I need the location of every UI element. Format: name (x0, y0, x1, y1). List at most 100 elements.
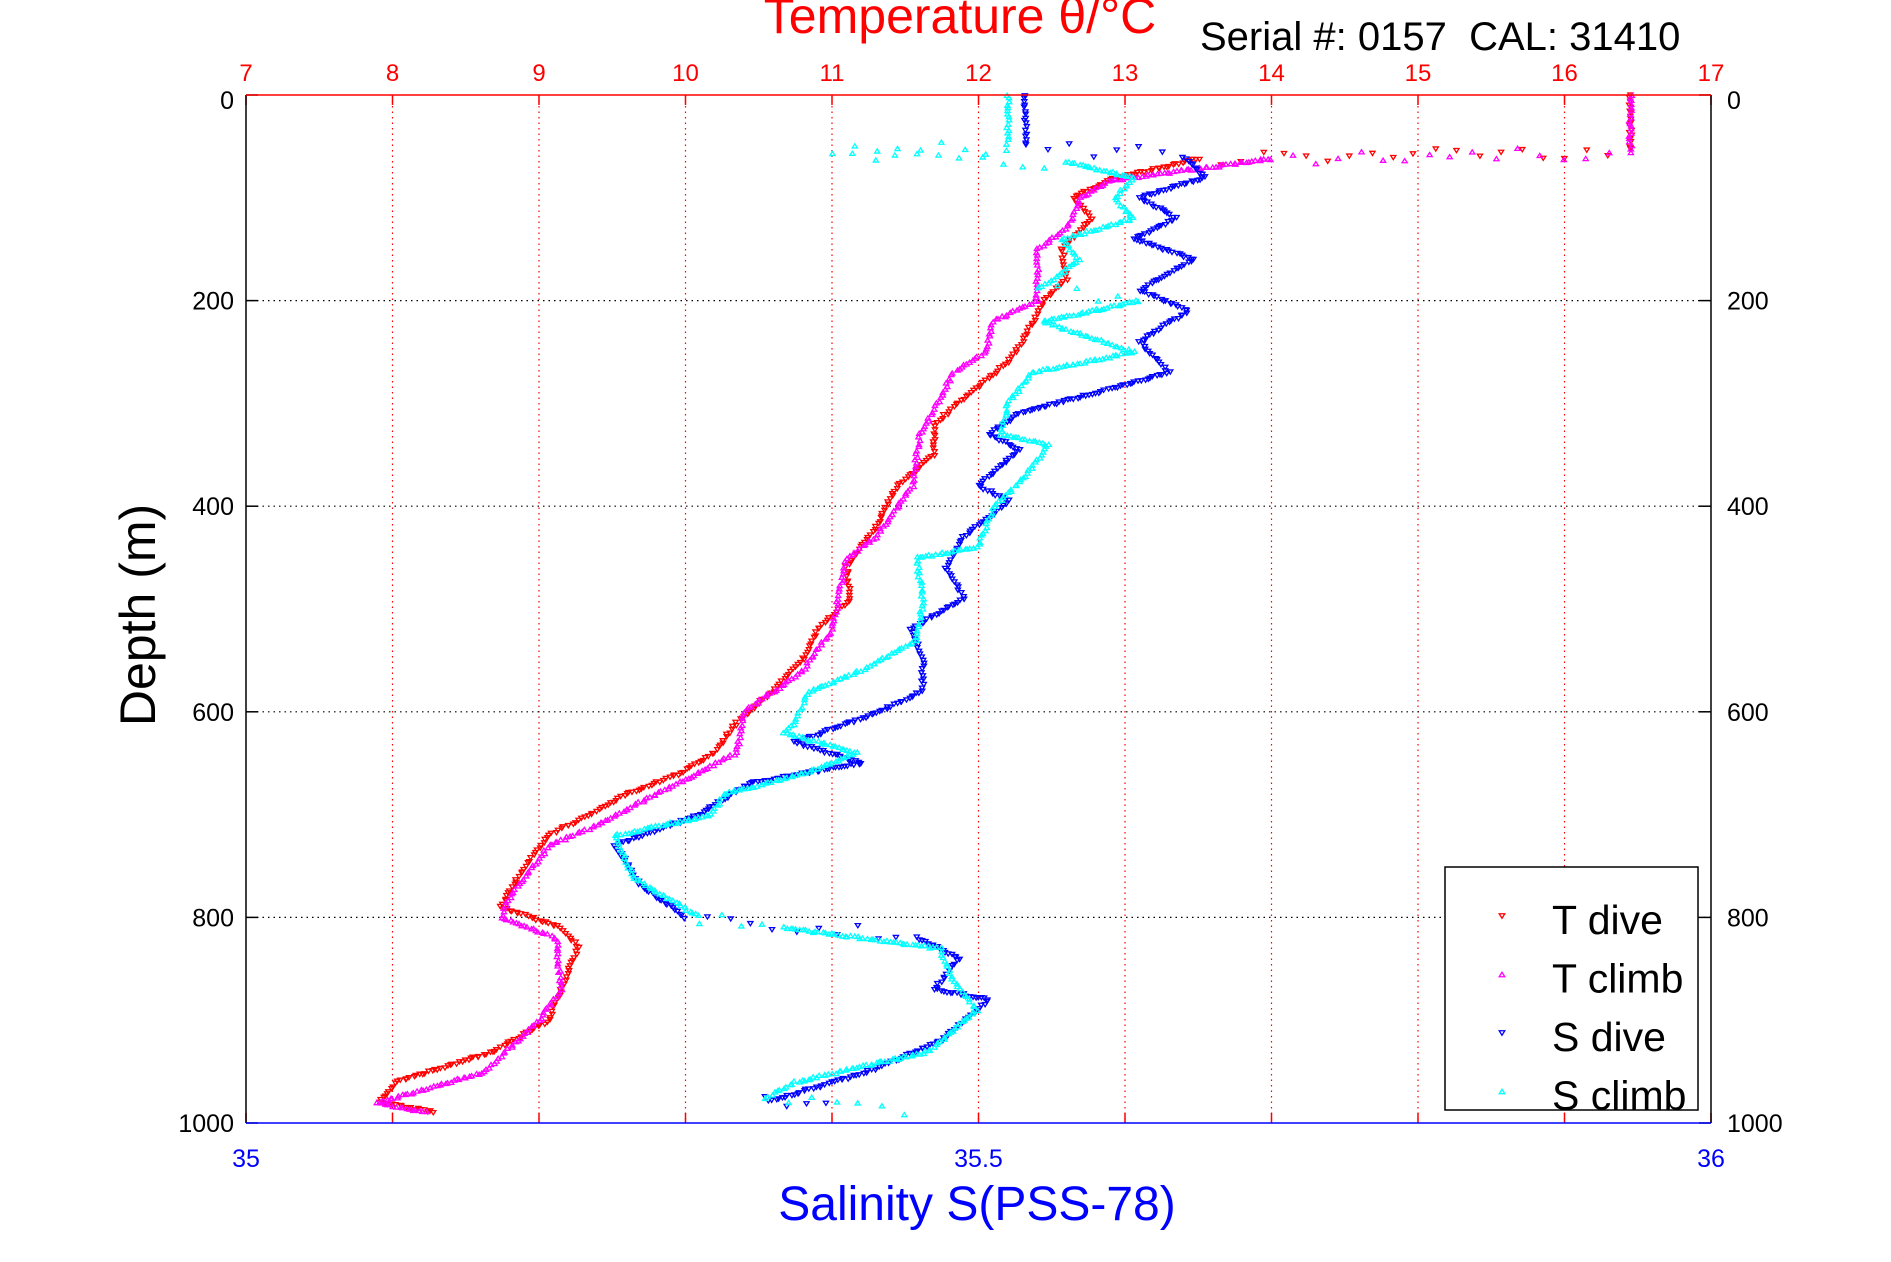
data-point (1109, 352, 1117, 359)
data-point (406, 1105, 414, 1112)
data-point (1040, 242, 1048, 249)
data-point (788, 1092, 796, 1099)
data-point (1082, 309, 1091, 316)
data-point (517, 911, 525, 918)
data-point (809, 736, 818, 743)
data-point (674, 772, 683, 779)
data-point (989, 318, 998, 325)
data-point (878, 1102, 886, 1109)
data-point (912, 934, 921, 941)
data-point (1080, 221, 1089, 228)
data-point (1090, 164, 1098, 171)
data-point (1120, 216, 1128, 223)
data-point (1129, 214, 1137, 221)
data-point (508, 1043, 516, 1050)
data-point (1004, 488, 1013, 495)
data-point (469, 1054, 477, 1061)
data-point (1020, 98, 1029, 105)
data-point (790, 1077, 798, 1084)
data-point (1088, 306, 1096, 313)
data-point (669, 896, 677, 904)
data-point (447, 1078, 455, 1086)
data-point (660, 786, 669, 793)
data-point (620, 854, 629, 861)
data-point (829, 679, 837, 686)
data-point (586, 826, 594, 833)
data-point (601, 816, 610, 823)
data-point (1154, 327, 1163, 334)
data-point (953, 957, 961, 964)
data-point (1161, 221, 1170, 229)
data-point (1409, 151, 1417, 158)
data-point (1016, 478, 1024, 485)
data-point (818, 621, 826, 628)
data-point (650, 829, 659, 836)
data-point (541, 1021, 549, 1028)
data-point (1047, 315, 1056, 322)
legend-marker-icon (1498, 1088, 1506, 1095)
data-point (509, 918, 517, 925)
data-point (715, 758, 723, 765)
data-point (1042, 239, 1050, 246)
data-point (825, 1080, 833, 1087)
data-point (809, 733, 817, 740)
data-point (1076, 394, 1084, 401)
data-point (837, 755, 845, 762)
data-point (910, 637, 918, 644)
data-point (1289, 151, 1297, 158)
data-point (504, 890, 512, 897)
data-point (913, 553, 922, 560)
depth-tick-label-left: 1000 (178, 1110, 234, 1138)
data-point (792, 771, 801, 778)
data-point (502, 892, 511, 899)
data-point (1627, 106, 1636, 113)
data-point (1168, 249, 1176, 256)
data-point (1044, 441, 1053, 448)
data-point (1079, 161, 1087, 168)
data-point (814, 732, 822, 739)
data-point (1445, 153, 1454, 160)
data-point (798, 1076, 807, 1083)
data-point (655, 890, 664, 897)
data-point (1045, 236, 1054, 243)
data-point (1159, 187, 1168, 194)
data-point (1068, 261, 1076, 268)
data-point (553, 953, 561, 960)
data-point (556, 836, 565, 843)
data-point (932, 612, 941, 619)
data-point (746, 920, 755, 927)
data-point (918, 428, 927, 435)
data-point (1113, 343, 1122, 350)
data-point (522, 872, 530, 879)
data-point (916, 146, 925, 153)
data-point (610, 812, 619, 819)
data-point (930, 405, 939, 412)
data-point (999, 160, 1008, 167)
data-point (643, 824, 652, 831)
data-point (1058, 248, 1066, 255)
data-point (899, 495, 908, 502)
data-point (800, 1088, 809, 1095)
data-point (525, 859, 534, 866)
data-point (1028, 464, 1036, 471)
data-point (772, 776, 781, 783)
data-point (851, 932, 859, 939)
data-point (1090, 186, 1098, 193)
data-point (948, 973, 956, 980)
data-point (766, 689, 774, 696)
data-point (571, 939, 580, 946)
data-point (668, 782, 677, 789)
data-point (1122, 182, 1131, 189)
data-point (961, 545, 970, 552)
data-point (826, 741, 834, 748)
data-point (883, 937, 891, 944)
data-point (409, 1107, 417, 1114)
data-point (784, 724, 793, 731)
data-point (886, 496, 895, 503)
data-point (944, 562, 953, 569)
data-point (747, 784, 756, 791)
data-point (889, 493, 897, 500)
data-point (938, 979, 946, 986)
data-point (442, 1080, 450, 1087)
